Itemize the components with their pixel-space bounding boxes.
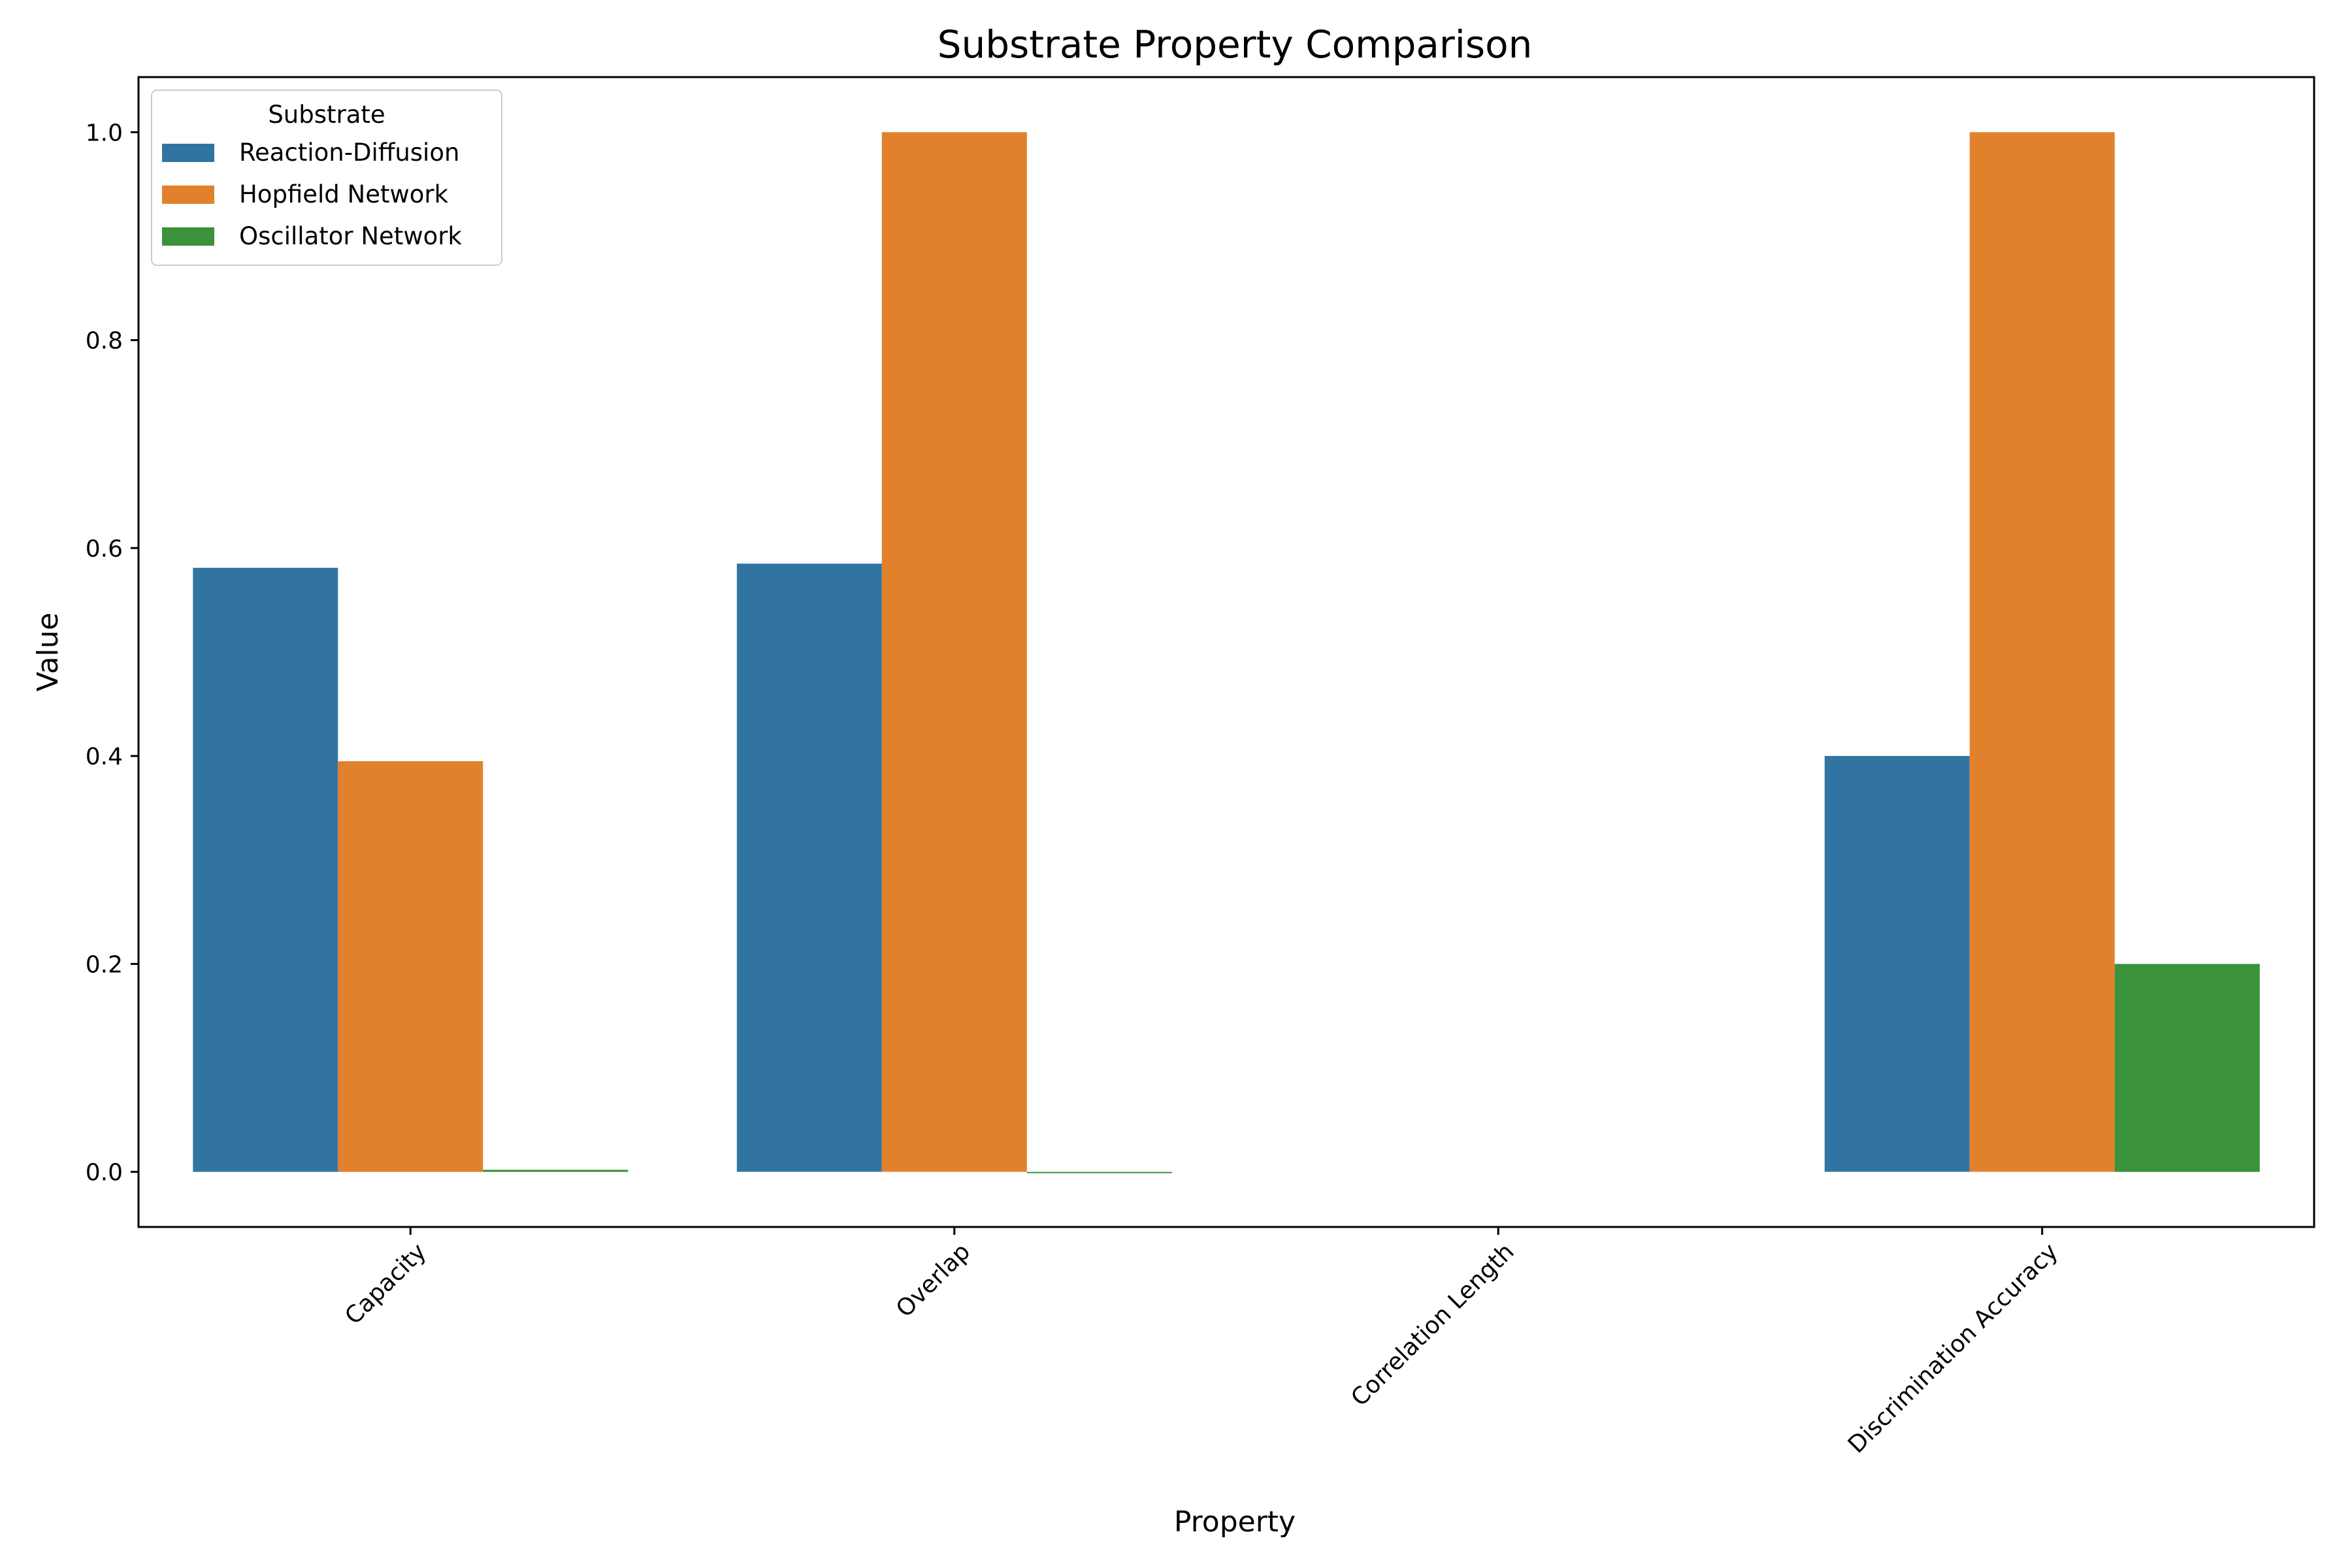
legend-swatch [162,144,214,162]
legend-label: Hopfield Network [239,180,449,208]
y-tick-label: 0.8 [86,328,123,355]
legend-label: Reaction-Diffusion [239,139,459,167]
bar [736,563,882,1172]
bar [1824,756,1970,1172]
bar [1969,132,2115,1172]
legend-swatch [162,227,214,246]
y-tick-label: 0.0 [86,1160,123,1186]
legend-swatch [162,186,214,204]
bar [881,132,1027,1172]
bar [1026,1171,1172,1173]
axes-frame [137,76,2315,1228]
chart-title: Substrate Property Comparison [938,22,1533,67]
legend-frame [151,90,502,266]
x-axis-title: Property [1174,1505,1296,1539]
bar [2114,964,2260,1172]
y-axis-title: Value [31,613,65,692]
y-tick-label: 0.2 [86,951,123,978]
legend-label: Oscillator Network [239,222,462,250]
y-tick-label: 0.4 [86,743,123,770]
bar [338,761,483,1172]
legend: Substrate Reaction-Diffusion Hopfield Netw… [151,90,502,266]
y-tick-label: 0.6 [86,536,123,563]
bar [193,568,338,1172]
y-tick-label: 1.0 [86,120,123,146]
legend-title: Substrate [268,101,385,129]
bar [483,1169,629,1172]
